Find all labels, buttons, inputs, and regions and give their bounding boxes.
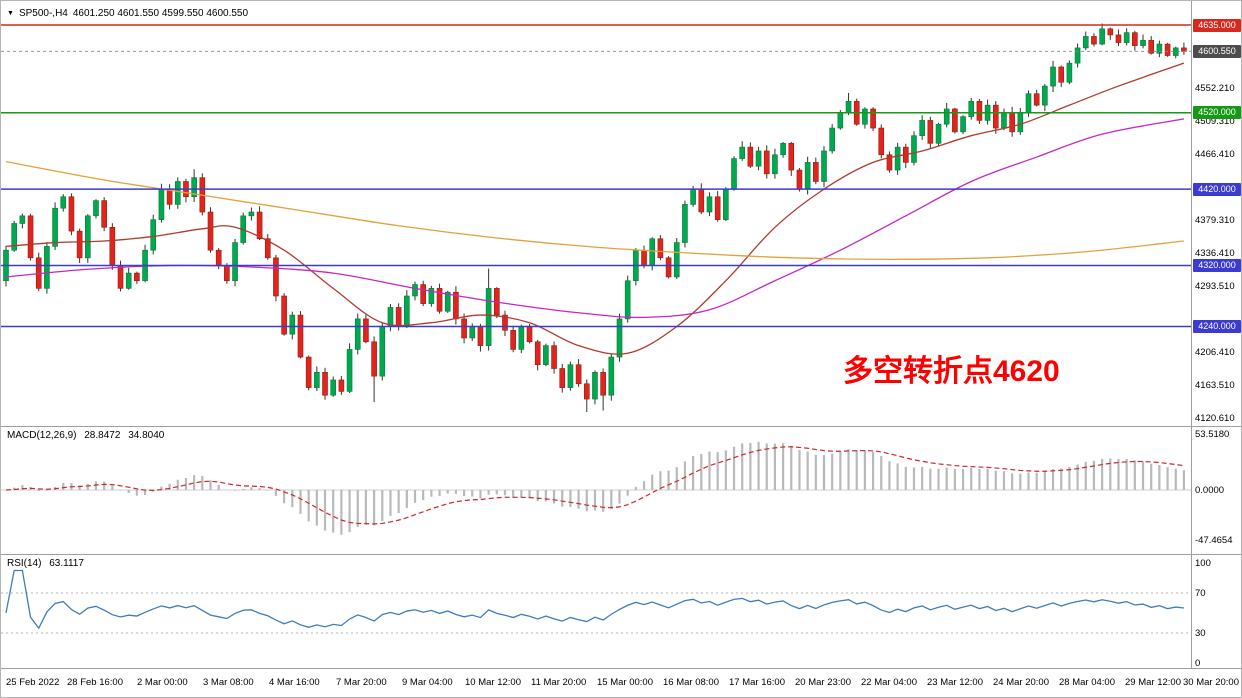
price-axis-label: 4509.310 (1195, 115, 1235, 127)
price-axis-label: 4163.510 (1195, 379, 1235, 391)
time-axis-label: 16 Mar 08:00 (663, 677, 719, 688)
time-axis-label: 7 Mar 20:00 (336, 677, 387, 688)
time-axis-label: 9 Mar 04:00 (402, 677, 453, 688)
macd-signal-line (5, 446, 1185, 525)
time-axis-label: 28 Mar 04:00 (1059, 677, 1115, 688)
rsi-label: RSI(14) (7, 558, 42, 569)
price-level-badge-4320.000: 4320.000 (1193, 258, 1241, 272)
rsi-axis-label: 0 (1195, 658, 1201, 669)
time-axis-label: 23 Mar 12:00 (927, 677, 983, 688)
rsi-axis-label: 30 (1195, 628, 1206, 639)
main-chart-layer[interactable] (3, 23, 1187, 413)
time-axis-label: 3 Mar 08:00 (203, 677, 254, 688)
price-axis-label: 4379.310 (1195, 215, 1235, 227)
symbol-timeframe-label: SP500-,H4 (18, 8, 68, 19)
price-axis-label: 4293.510 (1195, 280, 1235, 292)
time-axis-label: 22 Mar 04:00 (861, 677, 917, 688)
time-axis-label: 10 Mar 12:00 (465, 677, 521, 688)
price-axis-label: 4466.410 (1195, 148, 1235, 160)
rsi-line (5, 569, 1184, 630)
time-axis-label: 29 Mar 12:00 (1125, 677, 1181, 688)
rsi-axis-label: 100 (1195, 558, 1211, 569)
chart-annotation[interactable]: 多空转折点4620 (843, 355, 1060, 388)
price-level-badge-4635.000: 4635.000 (1193, 18, 1241, 32)
time-axis-label: 4 Mar 16:00 (269, 677, 320, 688)
time-axis[interactable]: 25 Feb 2022 28 Feb 16:00 2 Mar 00:00 3 Mar … (1, 669, 1241, 697)
price-level-badge-4240.000: 4240.000 (1193, 320, 1241, 334)
ohlc-values: 4601.250 4601.550 4599.550 4600.550 (72, 8, 249, 19)
macd-indicator-header: MACD(12,26,9) 28.8472 34.8040 (7, 430, 164, 441)
macd-main-value: 28.8472 (84, 430, 121, 441)
price-axis[interactable]: 4552.210 4509.310 4466.410 4379.310 4336.410… (1, 1, 1241, 669)
ma-fast-red-line (5, 62, 1185, 355)
macd-axis-label: 53.5180 (1195, 429, 1230, 441)
price-level-badge-4420.000: 4420.000 (1193, 182, 1241, 196)
time-axis-label: 20 Mar 23:00 (795, 677, 851, 688)
time-axis-label: 11 Mar 20:00 (531, 677, 587, 688)
symbol-ohlc-header: ▼ SP500-,H4 4601.250 4601.550 4599.550 4… (7, 8, 248, 19)
rsi-axis-label: 70 (1195, 588, 1206, 599)
current-price-badge: 4600.550 (1193, 44, 1241, 58)
time-axis-label: 15 Mar 00:00 (597, 677, 653, 688)
price-axis-label: 4120.610 (1195, 412, 1235, 424)
macd-axis-label: -47.4654 (1195, 534, 1233, 546)
price-axis-label: 4206.410 (1195, 347, 1235, 359)
rsi-value: 63.1117 (49, 558, 84, 569)
time-axis-label: 24 Mar 20:00 (993, 677, 1049, 688)
price-axis-label: 4552.210 (1195, 83, 1235, 95)
time-axis-label: 17 Mar 16:00 (729, 677, 785, 688)
chart-dropdown-icon[interactable]: ▼ (7, 9, 14, 17)
macd-label: MACD(12,26,9) (7, 430, 77, 441)
macd-axis-label: 0.0000 (1195, 485, 1225, 496)
macd-signal-value: 34.8040 (128, 430, 165, 441)
time-axis-label: 30 Mar 20:00 (1183, 677, 1239, 688)
candlestick-series[interactable] (3, 23, 1187, 413)
price-axis-label: 4336.410 (1195, 247, 1235, 259)
rsi-indicator-header: RSI(14) 63.1117 (7, 558, 84, 569)
time-axis-label: 28 Feb 16:00 (67, 677, 123, 688)
time-axis-label: 2 Mar 00:00 (137, 677, 188, 688)
time-axis-label: 25 Feb 2022 (6, 677, 60, 688)
price-level-badge-4520.000: 4520.000 (1193, 106, 1241, 120)
ma-slow-orange-line (5, 161, 1184, 261)
